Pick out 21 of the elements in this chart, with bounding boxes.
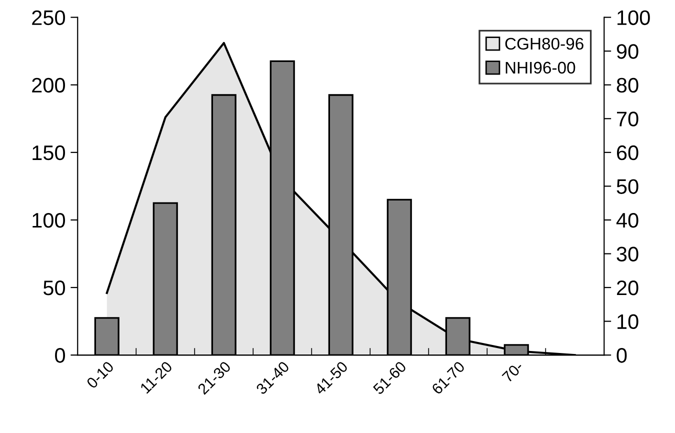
y2-tick-label: 20	[616, 280, 638, 296]
y-tick-label: 100	[32, 212, 66, 228]
legend-label: CGH80-96	[505, 38, 584, 50]
y2-tick-label: 80	[616, 78, 638, 93]
y2-tick-label: 40	[616, 212, 638, 228]
y2-tick-label: 70	[617, 112, 638, 126]
y2-tick-label: 30	[616, 246, 638, 262]
y-tick-label: 250	[32, 10, 66, 26]
x-tick-label: 0-10	[86, 360, 114, 390]
y-tick-label: 150	[32, 145, 66, 160]
legend-label: NHI96-00	[506, 62, 576, 74]
y-tick-label: 0	[55, 348, 66, 363]
x-tick-label: 70-	[502, 360, 524, 383]
y-tick-label: 200	[32, 78, 66, 93]
y2-tick-label: 0	[616, 348, 627, 363]
y2-tick-label: 100	[618, 10, 650, 26]
y2-tick-label: 60	[616, 145, 638, 160]
y2-tick-label: 50	[616, 179, 638, 194]
y-tick-label: 50	[43, 280, 66, 296]
y2-tick-label: 90	[616, 44, 638, 59]
y2-tick-label: 10	[618, 314, 638, 330]
